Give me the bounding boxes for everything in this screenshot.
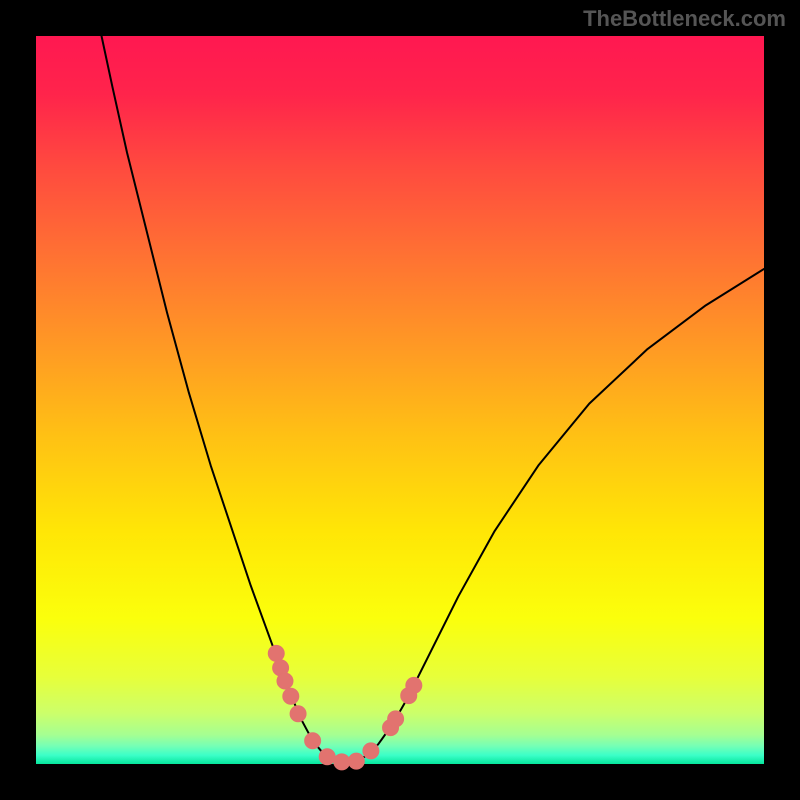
marker-point xyxy=(319,749,335,765)
marker-point xyxy=(406,677,422,693)
marker-point xyxy=(363,743,379,759)
marker-point xyxy=(277,673,293,689)
marker-point xyxy=(305,733,321,749)
marker-point xyxy=(283,688,299,704)
marker-point xyxy=(334,754,350,770)
chart-container: TheBottleneck.com xyxy=(0,0,800,800)
bottleneck-chart xyxy=(0,0,800,800)
marker-point xyxy=(388,711,404,727)
marker-point xyxy=(290,706,306,722)
marker-point xyxy=(268,645,284,661)
marker-point xyxy=(348,753,364,769)
plot-background xyxy=(36,36,764,764)
